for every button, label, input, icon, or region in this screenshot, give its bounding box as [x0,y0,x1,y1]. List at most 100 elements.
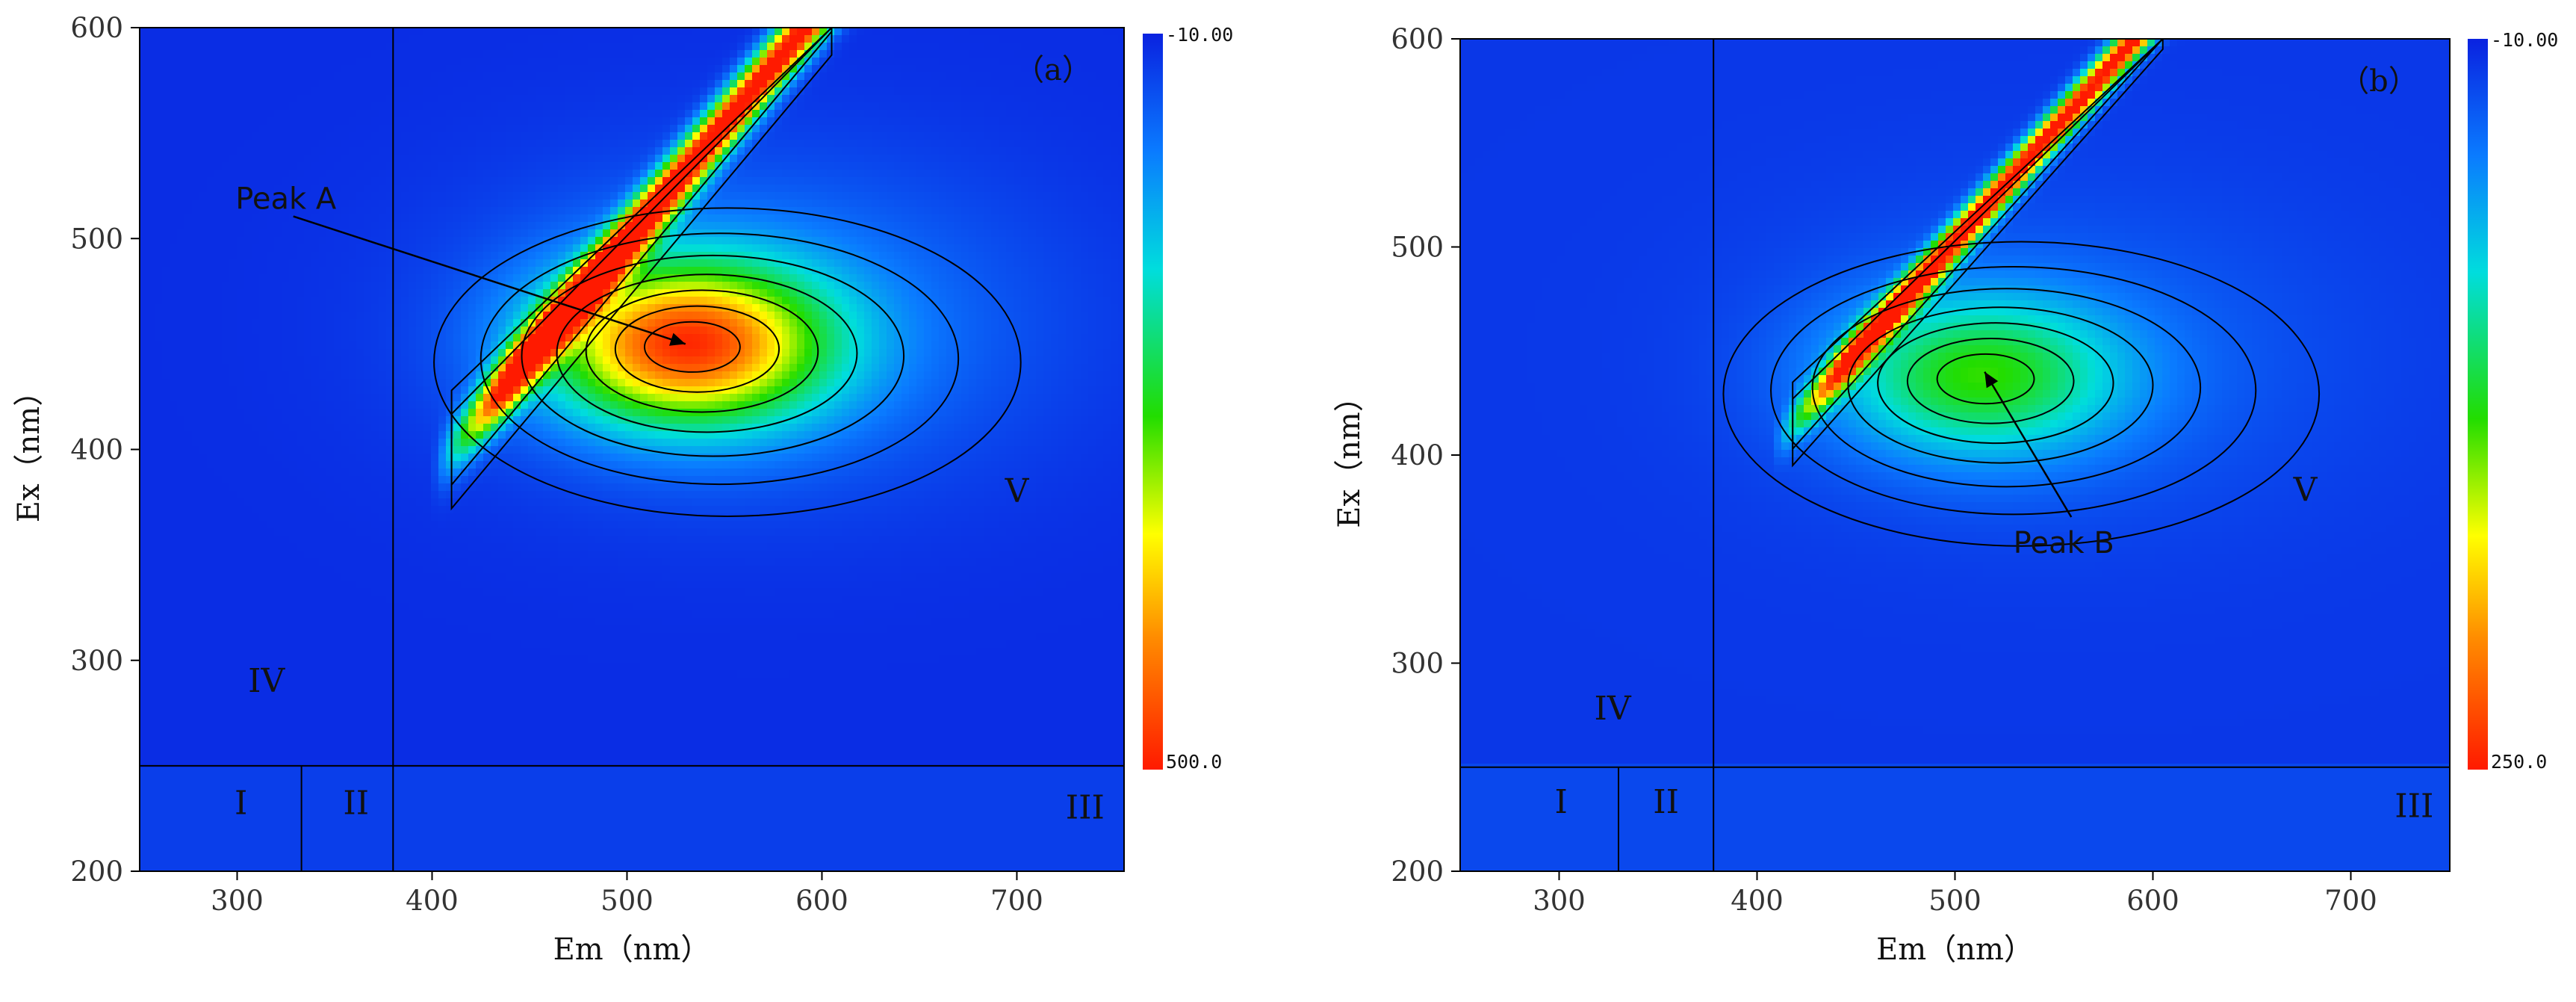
heat-cell [289,573,297,581]
heat-cell [177,409,185,417]
heat-cell [199,282,208,290]
heat-cell [199,513,208,522]
heat-cell [177,663,185,671]
heat-cell [184,767,193,776]
heat-cell [431,760,439,768]
heat-cell [423,745,432,753]
heat-cell [304,312,312,320]
heat-cell [341,723,350,731]
heat-cell [199,401,208,409]
heat-cell [267,267,275,275]
heat-cell [140,58,148,66]
heat-cell [177,536,185,544]
heat-cell [289,147,297,155]
heat-cell [289,767,297,776]
heat-cell [356,341,364,350]
heat-cell [356,371,364,380]
heat-cell [297,857,305,865]
heat-cell [237,155,245,163]
heat-cell [386,513,394,522]
heat-cell [140,648,148,656]
heat-cell [349,35,357,43]
heat-cell [386,498,394,507]
heat-cell [244,483,252,492]
heat-cell [244,386,252,395]
heat-cell [282,581,290,589]
heat-cell [252,214,260,223]
heat-cell [423,715,432,723]
heat-cell [401,439,409,447]
heat-cell [155,513,163,522]
heat-cell [468,95,477,103]
heat-cell [155,775,163,783]
heat-cell [379,386,387,395]
heat-cell [177,117,185,126]
heat-cell [446,65,454,73]
heat-cell [192,117,200,126]
heat-cell [140,820,148,828]
heat-cell [311,610,320,619]
heat-cell [349,341,357,350]
heat-cell [423,842,432,850]
heat-cell [364,782,372,791]
heat-cell [244,670,252,678]
heat-cell [453,454,462,462]
heat-cell [162,715,170,723]
heat-cell [259,588,267,596]
heat-cell [453,132,462,140]
heat-cell [140,723,148,731]
heat-cell [140,581,148,589]
heat-cell [274,334,282,342]
heat-cell [214,700,223,708]
heat-cell [416,573,424,581]
heat-cell [438,297,447,305]
heat-cell [155,200,163,208]
heat-cell [371,782,379,791]
heat-cell [356,267,364,275]
heat-cell [356,117,364,126]
heat-cell [311,35,320,43]
heat-cell [237,58,245,66]
heat-cell [192,424,200,432]
heat-cell [199,214,208,223]
heat-cell [326,708,335,716]
heat-cell [371,252,379,260]
heat-cell [409,655,417,664]
heat-cell [155,132,163,140]
heat-cell [423,252,432,260]
heat-cell [170,28,178,36]
heat-cell [416,244,424,253]
heat-cell [319,835,327,843]
heat-cell [326,551,335,559]
heat-cell [289,655,297,664]
heat-cell [438,610,447,619]
heat-cell [282,603,290,611]
heat-cell [162,386,170,395]
heat-cell [356,282,364,290]
heat-cell [199,566,208,574]
heat-cell [214,409,223,417]
heat-cell [423,229,432,238]
heat-cell [446,72,454,81]
heat-cell [446,87,454,96]
heat-cell [326,588,335,596]
heat-cell [431,498,439,507]
heat-cell [289,498,297,507]
heat-cell [431,229,439,238]
heat-cell [416,28,424,36]
heat-cell [170,513,178,522]
heat-cell [184,349,193,357]
heat-cell [177,596,185,604]
heat-cell [356,850,364,858]
heat-cell [214,850,223,858]
heat-cell [229,200,238,208]
heat-cell [207,140,215,148]
heat-cell [229,610,238,619]
heat-cell [326,752,335,761]
heat-cell [184,588,193,596]
heat-cell [177,820,185,828]
heat-cell [311,782,320,791]
heat-cell [267,767,275,776]
heat-cell [282,72,290,81]
heat-cell [244,551,252,559]
